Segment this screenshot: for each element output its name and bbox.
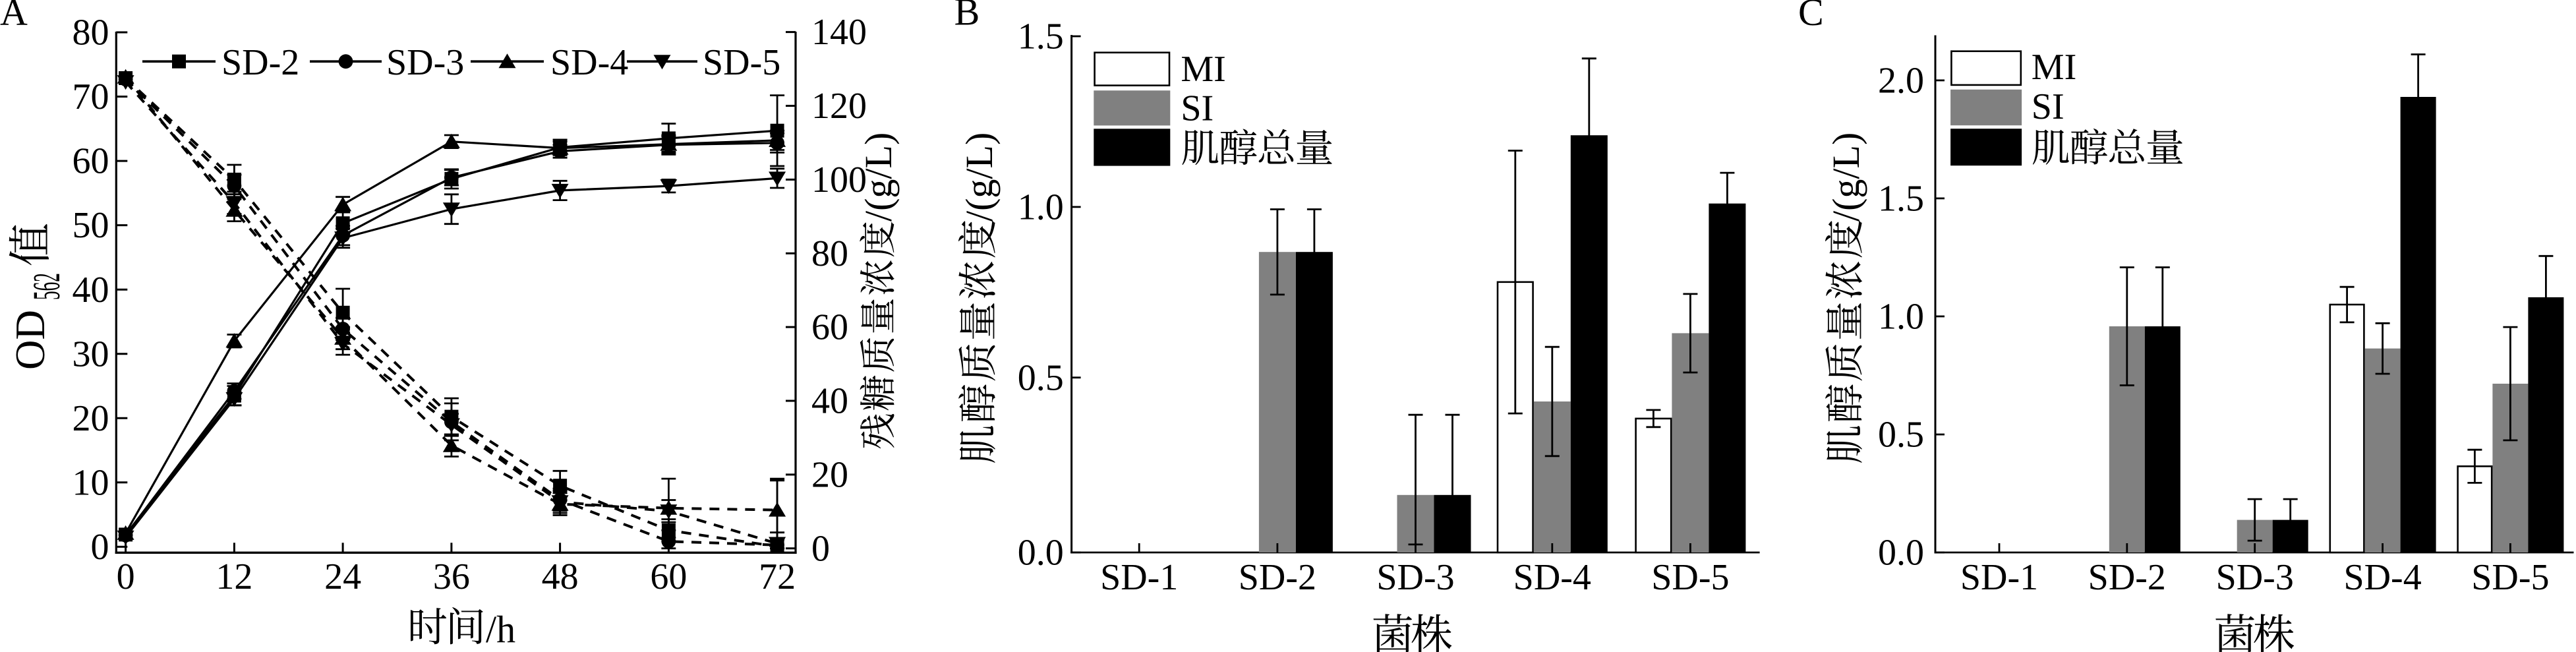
svg-text:SD-2: SD-2 (221, 42, 299, 83)
svg-text:72: 72 (759, 556, 796, 597)
svg-text:SD-2: SD-2 (1239, 557, 1316, 598)
svg-text:C: C (1798, 0, 1824, 34)
svg-text:0.5: 0.5 (1018, 357, 1064, 398)
svg-text:120: 120 (811, 86, 867, 127)
svg-text:70: 70 (73, 76, 109, 117)
svg-text:SD-3: SD-3 (2216, 557, 2294, 598)
svg-text:60: 60 (650, 556, 687, 597)
svg-text:0: 0 (117, 556, 135, 597)
svg-text:/(g/L): /(g/L) (958, 133, 1001, 222)
svg-text:SD-1: SD-1 (1100, 557, 1178, 598)
svg-text:0: 0 (91, 527, 109, 568)
svg-text:SD-5: SD-5 (703, 42, 780, 83)
svg-text:SD-4: SD-4 (550, 42, 628, 83)
svg-text:/(g/L): /(g/L) (1825, 133, 1867, 222)
svg-text:SD-3: SD-3 (386, 42, 464, 83)
svg-text:/(g/L): /(g/L) (857, 133, 900, 222)
svg-text:1.0: 1.0 (1018, 187, 1064, 228)
svg-text:SD-2: SD-2 (2088, 557, 2166, 598)
svg-text:2.0: 2.0 (1878, 61, 1924, 102)
svg-text:SI: SI (1181, 88, 1214, 129)
svg-text:10: 10 (73, 462, 109, 503)
svg-text:OD: OD (7, 310, 53, 370)
svg-text:36: 36 (433, 556, 470, 597)
svg-text:0: 0 (811, 528, 830, 569)
svg-text:SI: SI (2032, 86, 2064, 127)
svg-text:A: A (0, 0, 28, 34)
svg-text:40: 40 (811, 381, 848, 422)
svg-text:24: 24 (324, 556, 361, 597)
svg-text:1.5: 1.5 (1018, 16, 1064, 57)
svg-text:48: 48 (542, 556, 579, 597)
svg-text:MI: MI (1181, 49, 1225, 90)
svg-text:SD-4: SD-4 (1513, 557, 1591, 598)
svg-text:20: 20 (811, 455, 848, 496)
svg-text:0.0: 0.0 (1878, 533, 1924, 574)
svg-text:MI: MI (2032, 47, 2076, 88)
svg-text:30: 30 (73, 334, 109, 374)
svg-text:SD-3: SD-3 (1376, 557, 1454, 598)
svg-text:12: 12 (216, 556, 252, 597)
svg-text:140: 140 (811, 12, 867, 53)
svg-text:SD-1: SD-1 (1960, 557, 2038, 598)
svg-text:0.5: 0.5 (1878, 415, 1924, 456)
svg-text:/h: /h (486, 608, 515, 651)
svg-text:20: 20 (73, 398, 109, 439)
svg-text:SD-5: SD-5 (1651, 557, 1729, 598)
svg-text:1.5: 1.5 (1878, 179, 1924, 220)
svg-text:1.0: 1.0 (1878, 297, 1924, 338)
svg-text:60: 60 (73, 141, 109, 182)
svg-text:40: 40 (73, 270, 109, 311)
svg-text:SD-5: SD-5 (2471, 557, 2549, 598)
svg-text:562: 562 (26, 273, 68, 300)
svg-text:100: 100 (811, 160, 867, 200)
svg-text:B: B (954, 0, 980, 34)
svg-text:80: 80 (73, 13, 109, 53)
svg-text:80: 80 (811, 233, 848, 274)
svg-text:50: 50 (73, 205, 109, 246)
svg-text:0.0: 0.0 (1018, 533, 1064, 574)
svg-text:60: 60 (811, 307, 848, 348)
svg-text:SD-4: SD-4 (2343, 557, 2421, 598)
